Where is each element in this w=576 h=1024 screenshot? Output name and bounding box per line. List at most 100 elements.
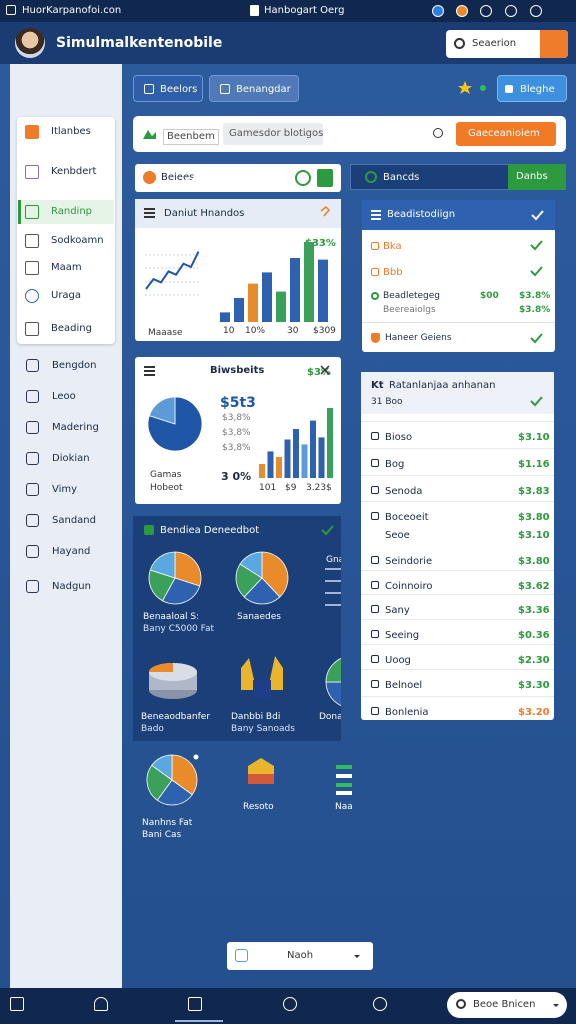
ledger-label[interactable]: Senoda [385,486,423,497]
status-header [362,200,555,230]
trend-caption: Maaase [148,328,183,338]
menu-line [144,366,155,368]
sidebar-item[interactable]: Randinp [51,206,93,217]
sidebar-link-icon [26,514,39,527]
axis-label: 30 [287,326,299,336]
sidebar-link[interactable]: Bengdon [52,360,97,371]
menu-line [144,208,155,210]
pie-label: Baaos [165,428,187,436]
detail-value: $3.8% [519,305,551,315]
status-tab: Hanbogart Oerg [264,5,345,16]
search-text: Seaerion [472,38,517,49]
avatar [15,28,45,58]
sidebar-link[interactable]: Nadgun [52,581,91,592]
sidebar-link-icon [26,421,39,434]
status-icon[interactable] [432,5,444,17]
tab-icon [250,5,259,16]
toolbar-tab[interactable]: Benangdar [209,75,299,102]
ledger-label[interactable]: Belnoel [385,680,423,691]
sidebar-item[interactable]: Sodkoamn [51,235,104,246]
confirm-button[interactable] [317,169,333,187]
sidebar-item[interactable]: Itlanbes [51,126,91,137]
toolbar-tab[interactable]: Beelors [133,75,203,102]
axis-label: 3.23$ [306,483,332,493]
search-box[interactable]: Seaerion [446,30,568,58]
bottom-search-text: Beoe Bnicen [473,999,536,1010]
ledger-label[interactable]: Uoog [385,655,411,666]
status-url: HuorKarpanofoi.con [22,5,122,16]
row-icon [371,581,379,589]
sidebar-item-icon [25,289,39,303]
status-icon[interactable] [456,5,468,17]
row-icon [371,630,379,638]
status-icon[interactable] [480,5,492,17]
dropdown[interactable]: Naoh [227,942,373,970]
row-icon [371,459,379,467]
status-row: Bka [383,241,402,252]
detail-amount: $00 [480,291,499,301]
nav-indicator [175,1020,223,1022]
nav-icon[interactable] [10,997,24,1011]
filter-button[interactable]: Gaeceanioiem [456,122,556,146]
ledger-label[interactable]: Boceoeit [385,512,429,523]
budget-card: Biwsbeits Baaos $5t3 $3,8% $3,8% $3,8% $3% 3 0%… [135,357,341,504]
sidebar-item[interactable]: Maam [51,262,82,273]
ledger-card: Kt Ratanlanjaa anhanan 31 Boo Bioso $3.10 Bog… [361,372,554,720]
row-icon [371,486,379,494]
extra-label: Resoto [243,802,274,812]
ledger-value: $3.10 [518,530,550,541]
sidebar-link-icon [26,452,39,465]
action-button[interactable]: Bleghe [497,75,567,102]
ledger-label[interactable]: Sany [385,605,410,616]
sidebar-link[interactable]: Hayand [52,546,91,557]
ledger-label[interactable]: Seeing [385,630,420,641]
search-button[interactable] [540,30,568,58]
nav-icon[interactable] [283,997,297,1011]
filter-label: Beenbem [163,129,219,145]
sidebar-link[interactable]: Leoo [52,391,76,402]
menu-line [371,210,381,212]
ledger-label[interactable]: Coinnoiro [385,581,433,592]
status-icon[interactable] [505,5,517,17]
nav-icon[interactable] [94,997,108,1011]
right-button[interactable]: Danbs [508,164,566,190]
detail-label: Beadletegeg [383,291,441,301]
sidebar-item-active [18,200,114,224]
refresh-button[interactable] [295,170,311,186]
sidebar-link[interactable]: Sandand [52,515,96,526]
tile-lines [325,568,341,570]
row-icon [371,707,379,715]
sidebar-item[interactable]: Beading [51,323,92,334]
bottom-search[interactable]: Beoe Bnicen [447,992,567,1018]
sidebar-link[interactable]: Vimy [52,484,78,495]
ledger-value: $3.20 [518,707,550,718]
ledger-label[interactable]: Seoe [385,530,410,541]
budget-stat: $3,8% [222,443,251,453]
axis-label: 101 [259,483,277,493]
sidebar-link[interactable]: Madering [52,422,99,433]
status-icon[interactable] [530,5,542,17]
divider [361,501,554,502]
trend-value: $33% [305,238,336,249]
sidebar-item[interactable]: Kenbdert [51,166,97,177]
search-icon [454,38,465,49]
ledger-label[interactable]: Seindorie [385,556,433,567]
axis-label: 10% [245,326,266,336]
budget-stat: $3,8% [222,428,251,438]
right-button-label: Danbs [516,171,548,182]
nav-icon[interactable] [373,997,387,1011]
nav-icon[interactable] [188,997,202,1011]
detail-value: $3.8% [519,291,551,301]
sidebar-link[interactable]: Diokian [52,453,90,464]
ledger-label[interactable]: Bioso [385,432,413,443]
ledger-label[interactable]: Bonlenia [385,707,429,718]
extra-label: Naa [335,802,353,812]
tile-lines [325,580,341,582]
divider [361,448,554,449]
ledger-label[interactable]: Bog [385,459,405,470]
filter-input[interactable]: Gamesdor blotigos [223,123,323,145]
tile-lines [325,604,341,606]
sidebar-item[interactable]: Uraga [51,290,82,301]
action-label: Bleghe [520,84,555,95]
right-icon [365,171,377,183]
